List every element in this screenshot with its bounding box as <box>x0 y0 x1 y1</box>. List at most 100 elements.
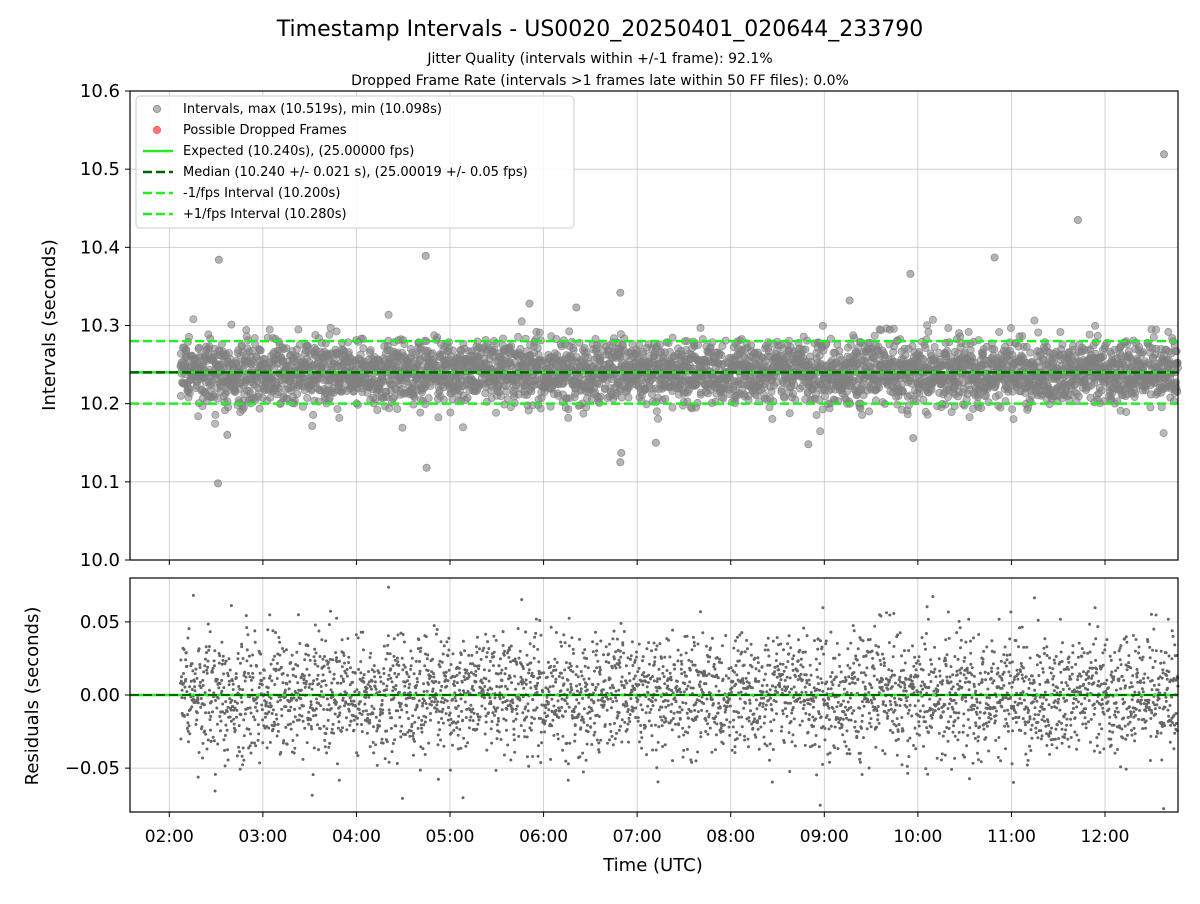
interval-point <box>1098 387 1105 394</box>
residual-point <box>426 690 429 693</box>
residual-point <box>214 773 217 776</box>
residual-point <box>183 715 186 718</box>
residual-point <box>223 712 226 715</box>
residual-point <box>205 645 208 648</box>
residual-point <box>449 769 452 772</box>
residual-point <box>358 708 361 711</box>
interval-point <box>819 322 826 329</box>
residual-point <box>336 682 339 685</box>
residual-point <box>332 677 335 680</box>
interval-point <box>294 390 301 397</box>
residual-point <box>294 715 297 718</box>
residual-point <box>255 702 258 705</box>
residual-point <box>216 678 219 681</box>
residual-point <box>198 663 201 666</box>
residual-point <box>279 699 282 702</box>
residual-point <box>246 648 249 651</box>
residual-point <box>318 682 321 685</box>
interval-point <box>459 424 466 431</box>
residual-point <box>448 669 451 672</box>
residual-point <box>251 689 254 692</box>
residual-point <box>433 700 436 703</box>
residual-point <box>426 653 429 656</box>
residual-point <box>453 680 456 683</box>
residual-point <box>386 740 389 743</box>
interval-point <box>792 396 799 403</box>
residual-point <box>277 636 280 639</box>
residual-point <box>374 743 377 746</box>
residual-point <box>321 658 324 661</box>
residual-point <box>296 681 299 684</box>
interval-point <box>662 395 669 402</box>
residual-point <box>257 732 260 735</box>
residual-point <box>288 709 291 712</box>
residual-point <box>184 686 187 689</box>
interval-point-outlier <box>1074 216 1081 223</box>
residual-point <box>383 645 386 648</box>
residual-point <box>272 708 275 711</box>
residual-point <box>425 702 428 705</box>
residual-point <box>352 729 355 732</box>
interval-point <box>997 404 1004 411</box>
residual-point <box>346 675 349 678</box>
residual-point <box>448 724 451 727</box>
residual-point <box>374 685 377 688</box>
residual-point <box>182 672 185 675</box>
residual-point <box>325 684 328 687</box>
residual-point <box>224 700 227 703</box>
residual-point <box>328 623 331 626</box>
residual-point <box>421 702 424 705</box>
residual-point <box>449 712 452 715</box>
residual-point <box>266 628 269 631</box>
residual-point <box>220 690 223 693</box>
residual-point <box>382 682 385 685</box>
residual-point <box>396 660 399 663</box>
residual-point <box>209 718 212 721</box>
residual-point <box>269 741 272 744</box>
residual-point <box>386 652 389 655</box>
residual-point <box>345 728 348 731</box>
residual-point <box>266 746 269 749</box>
residual-point <box>335 701 338 704</box>
residual-point <box>194 668 197 671</box>
residual-point <box>246 633 249 636</box>
residual-point <box>288 680 291 683</box>
residual-point <box>209 715 212 718</box>
residual-point <box>444 675 447 678</box>
residual-point <box>289 723 292 726</box>
residual-point <box>397 664 400 667</box>
residual-point <box>311 688 314 691</box>
residual-point <box>244 712 247 715</box>
residual-point <box>327 719 330 722</box>
residual-point <box>278 654 281 657</box>
residual-point <box>355 633 358 636</box>
residual-point <box>441 661 444 664</box>
residual-point <box>286 674 289 677</box>
residual-point <box>243 671 246 674</box>
interval-point <box>1007 325 1014 332</box>
residual-point <box>368 721 371 724</box>
residual-point <box>391 689 394 692</box>
residual-point <box>379 676 382 679</box>
residual-point <box>254 744 257 747</box>
chart-subtitle-2: Dropped Frame Rate (intervals >1 frames … <box>351 73 849 89</box>
residual-point <box>408 735 411 738</box>
residual-point <box>336 762 339 765</box>
interval-point-outlier <box>805 441 812 448</box>
residual-point <box>323 679 326 682</box>
residual-point <box>299 697 302 700</box>
residual-point <box>429 719 432 722</box>
residual-point <box>209 729 212 732</box>
residual-point <box>359 660 362 663</box>
residual-point <box>393 696 396 699</box>
residual-point <box>313 655 316 658</box>
residual-point <box>420 719 423 722</box>
residual-point <box>260 679 263 682</box>
residual-point <box>216 743 219 746</box>
residual-point <box>363 703 366 706</box>
residual-point <box>214 790 217 793</box>
residual-point <box>232 718 235 721</box>
interval-point-outlier <box>991 254 998 261</box>
residual-point <box>238 724 241 727</box>
residual-point <box>289 706 292 709</box>
